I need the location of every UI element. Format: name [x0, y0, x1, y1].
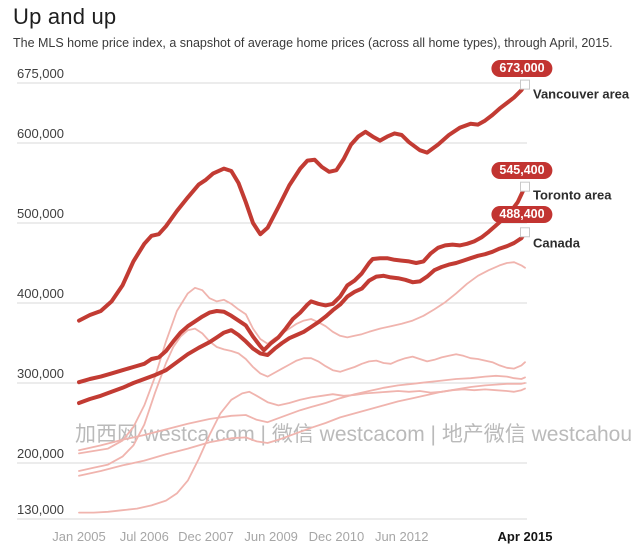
x-tick-label: Jun 2012	[375, 529, 429, 544]
x-tick-label: Jan 2005	[52, 529, 106, 544]
series-label-canada: Canada	[533, 235, 580, 251]
chart-subtitle: The MLS home price index, a snapshot of …	[13, 36, 613, 50]
endpoint-marker-canada	[520, 227, 530, 238]
x-tick-label: Dec 2010	[309, 529, 365, 544]
y-tick-label: 130,000	[17, 502, 64, 517]
watermark: 加西网 westca.com | 微信 westcacom | 地产微信 wes…	[75, 423, 632, 446]
series-line-vancouver-area	[77, 82, 527, 323]
y-tick-label: 675,000	[17, 66, 64, 81]
x-tick-label: Apr 2015	[498, 529, 553, 544]
y-tick-label: 200,000	[17, 446, 64, 461]
x-tick-label: Jun 2009	[244, 529, 298, 544]
end-value-badge-canada: 488,400	[491, 206, 553, 223]
end-value-badge-toronto: 545,400	[491, 162, 553, 179]
x-tick-label: Jul 2006	[120, 529, 169, 544]
endpoint-marker-toronto-area	[520, 181, 530, 192]
x-tick-label: Dec 2007	[178, 529, 234, 544]
series-line-canada	[77, 230, 527, 405]
series-line-other-city-4	[78, 382, 526, 477]
y-tick-label: 400,000	[17, 286, 64, 301]
y-tick-label: 500,000	[17, 206, 64, 221]
y-tick-label: 300,000	[17, 366, 64, 381]
series-line-other-city-2	[78, 327, 526, 472]
series-line-other-city-3	[78, 374, 526, 452]
series-line-other-city-1	[78, 261, 526, 455]
series-line-toronto-area	[77, 184, 527, 385]
end-value-badge-vancouver: 673,000	[491, 60, 553, 77]
series-label-vancouver: Vancouver area	[533, 86, 630, 102]
series-line-other-city-5	[78, 387, 526, 514]
endpoint-marker-vancouver-area	[520, 79, 530, 90]
chart-title: Up and up	[13, 4, 117, 29]
series-label-toronto: Toronto area	[533, 187, 612, 203]
y-tick-label: 600,000	[17, 126, 64, 141]
